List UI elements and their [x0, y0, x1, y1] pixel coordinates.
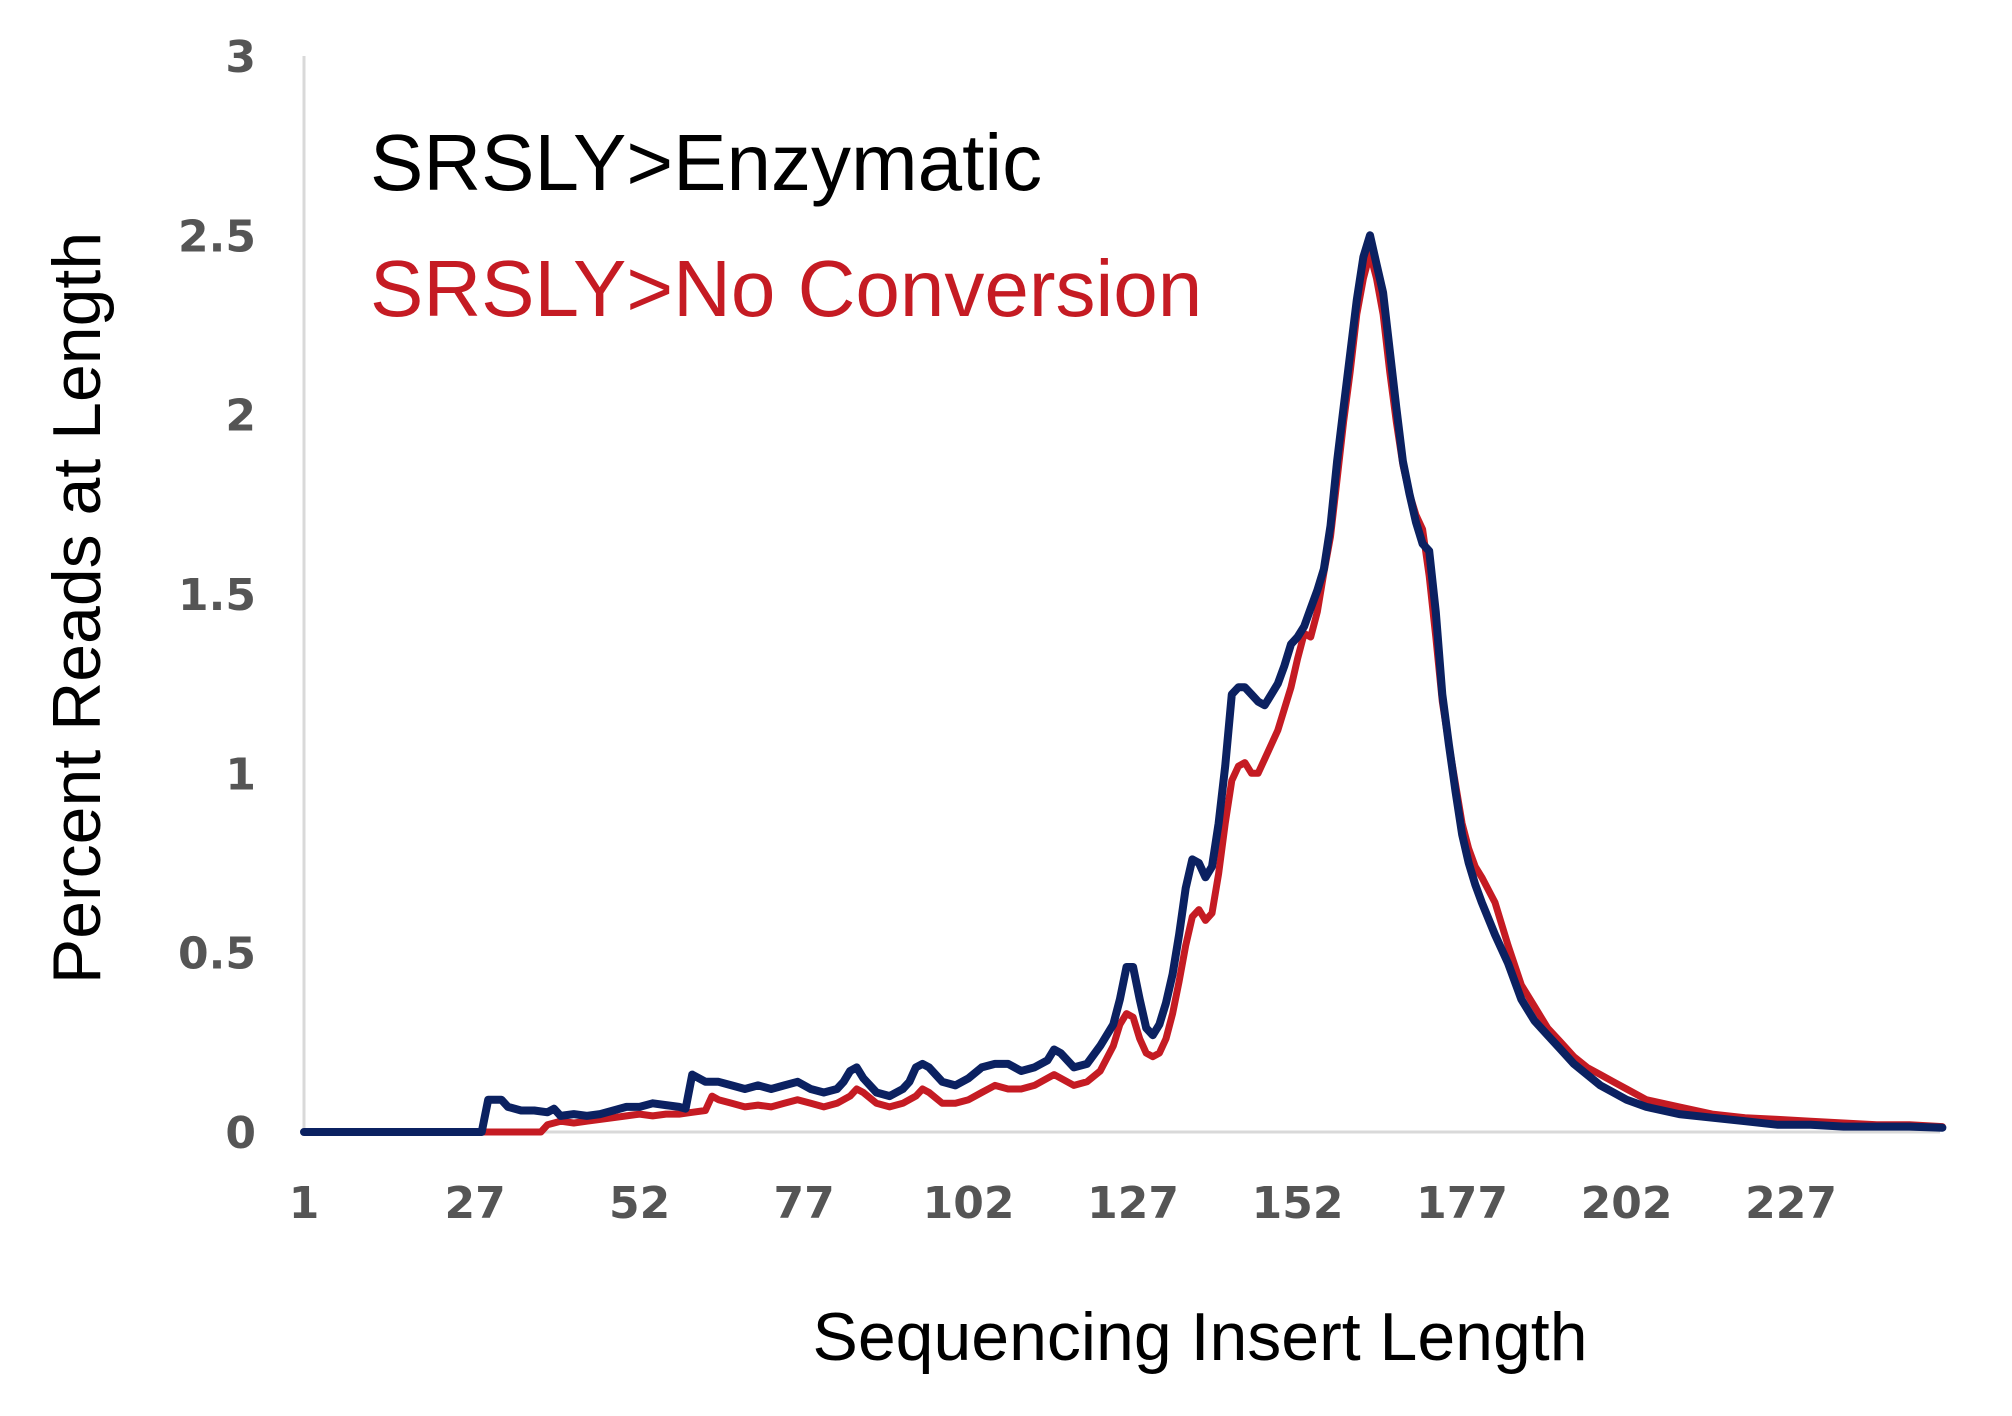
y-tick-label: 2: [225, 391, 256, 442]
y-tick-label: 0.5: [178, 929, 256, 980]
x-tick-label: 127: [1087, 1178, 1179, 1229]
y-tick-label: 3: [225, 32, 256, 83]
x-tick-label: 177: [1416, 1178, 1508, 1229]
y-tick-label: 2.5: [178, 211, 256, 262]
x-tick-label: 227: [1745, 1178, 1837, 1229]
x-axis-title: Sequencing Insert Length: [812, 1299, 1587, 1375]
x-tick-label: 77: [773, 1178, 834, 1229]
series-line-enzymatic: [300, 231, 1947, 1136]
legend-no-conversion-label: SRSLY>No Conversion: [370, 244, 1202, 333]
y-tick-label: 1.5: [178, 570, 256, 621]
legend-enzymatic-label: SRSLY>Enzymatic: [370, 118, 1042, 207]
x-tick-label: 52: [609, 1178, 670, 1229]
x-tick-label: 202: [1581, 1178, 1673, 1229]
x-tick-label: 1: [289, 1178, 320, 1229]
y-tick-labels: 0 0.5 1 1.5 2 2.5 3: [178, 32, 256, 1159]
x-tick-label: 27: [444, 1178, 505, 1229]
y-tick-label: 0: [225, 1108, 256, 1159]
y-axis-title: Percent Reads at Length: [39, 232, 115, 984]
series-line-no-conversion: [300, 249, 1946, 1136]
x-tick-labels: 1 27 52 77 102 127 152 177 202 227: [289, 1178, 1837, 1229]
x-tick-label: 102: [923, 1178, 1015, 1229]
series-lines: [300, 231, 1947, 1136]
x-tick-label: 152: [1252, 1178, 1344, 1229]
y-tick-label: 1: [225, 749, 256, 800]
